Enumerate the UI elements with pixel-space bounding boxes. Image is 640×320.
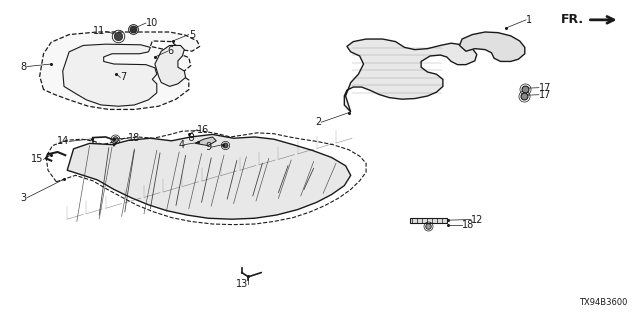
Polygon shape bbox=[460, 32, 525, 61]
Text: FR.: FR. bbox=[561, 13, 584, 26]
Text: 18: 18 bbox=[128, 133, 140, 143]
Text: 9: 9 bbox=[205, 142, 211, 152]
Text: 11: 11 bbox=[93, 26, 106, 36]
Text: 4: 4 bbox=[178, 140, 184, 150]
Text: TX94B3600: TX94B3600 bbox=[579, 298, 627, 307]
Text: 5: 5 bbox=[189, 29, 195, 40]
Polygon shape bbox=[195, 137, 216, 146]
Text: 2: 2 bbox=[315, 117, 321, 127]
Text: 10: 10 bbox=[146, 18, 158, 28]
Text: 8: 8 bbox=[20, 61, 27, 72]
Text: 17: 17 bbox=[539, 83, 551, 93]
Text: 15: 15 bbox=[31, 154, 44, 164]
Polygon shape bbox=[67, 134, 351, 219]
Polygon shape bbox=[155, 45, 186, 86]
Text: 3: 3 bbox=[20, 193, 27, 203]
Text: 16: 16 bbox=[197, 124, 209, 135]
Text: 6: 6 bbox=[168, 46, 174, 56]
Polygon shape bbox=[40, 32, 200, 109]
Text: 14: 14 bbox=[57, 136, 69, 147]
Polygon shape bbox=[344, 39, 477, 112]
Text: 18: 18 bbox=[462, 220, 474, 230]
Text: 12: 12 bbox=[471, 214, 483, 225]
Text: 13: 13 bbox=[236, 279, 248, 289]
Text: 17: 17 bbox=[539, 90, 551, 100]
FancyBboxPatch shape bbox=[410, 218, 447, 223]
Text: 1: 1 bbox=[526, 15, 532, 25]
Polygon shape bbox=[63, 44, 157, 106]
Text: 7: 7 bbox=[120, 72, 127, 83]
